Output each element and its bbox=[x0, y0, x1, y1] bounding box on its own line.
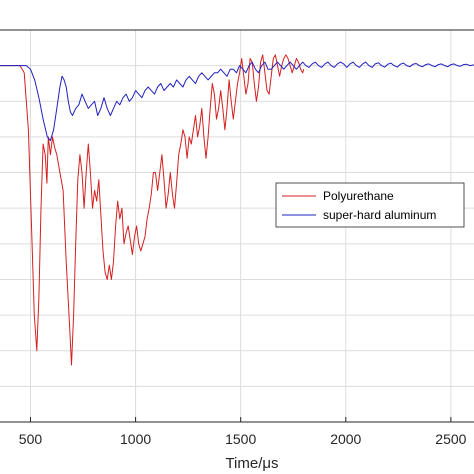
x-axis-label: Time/μs bbox=[225, 455, 278, 472]
x-ticks: 500 1000 1500 2000 2500 bbox=[19, 417, 467, 447]
legend: Polyurethane super-hard aluminum bbox=[275, 182, 465, 228]
x-tick-label: 500 bbox=[19, 431, 43, 447]
x-tick-label: 2500 bbox=[435, 431, 466, 447]
series-line-polyurethane bbox=[0, 54, 305, 366]
x-tick-label: 1000 bbox=[120, 431, 151, 447]
series-layer bbox=[0, 54, 474, 366]
legend-label-polyurethane: Polyurethane bbox=[323, 189, 394, 203]
x-tick-label: 2000 bbox=[330, 431, 361, 447]
legend-box bbox=[275, 182, 465, 228]
x-tick-label: 1500 bbox=[225, 431, 256, 447]
legend-label-super-hard-aluminum: super-hard aluminum bbox=[323, 208, 436, 222]
grid bbox=[0, 30, 474, 422]
series-line-super-hard-aluminum bbox=[0, 61, 474, 141]
